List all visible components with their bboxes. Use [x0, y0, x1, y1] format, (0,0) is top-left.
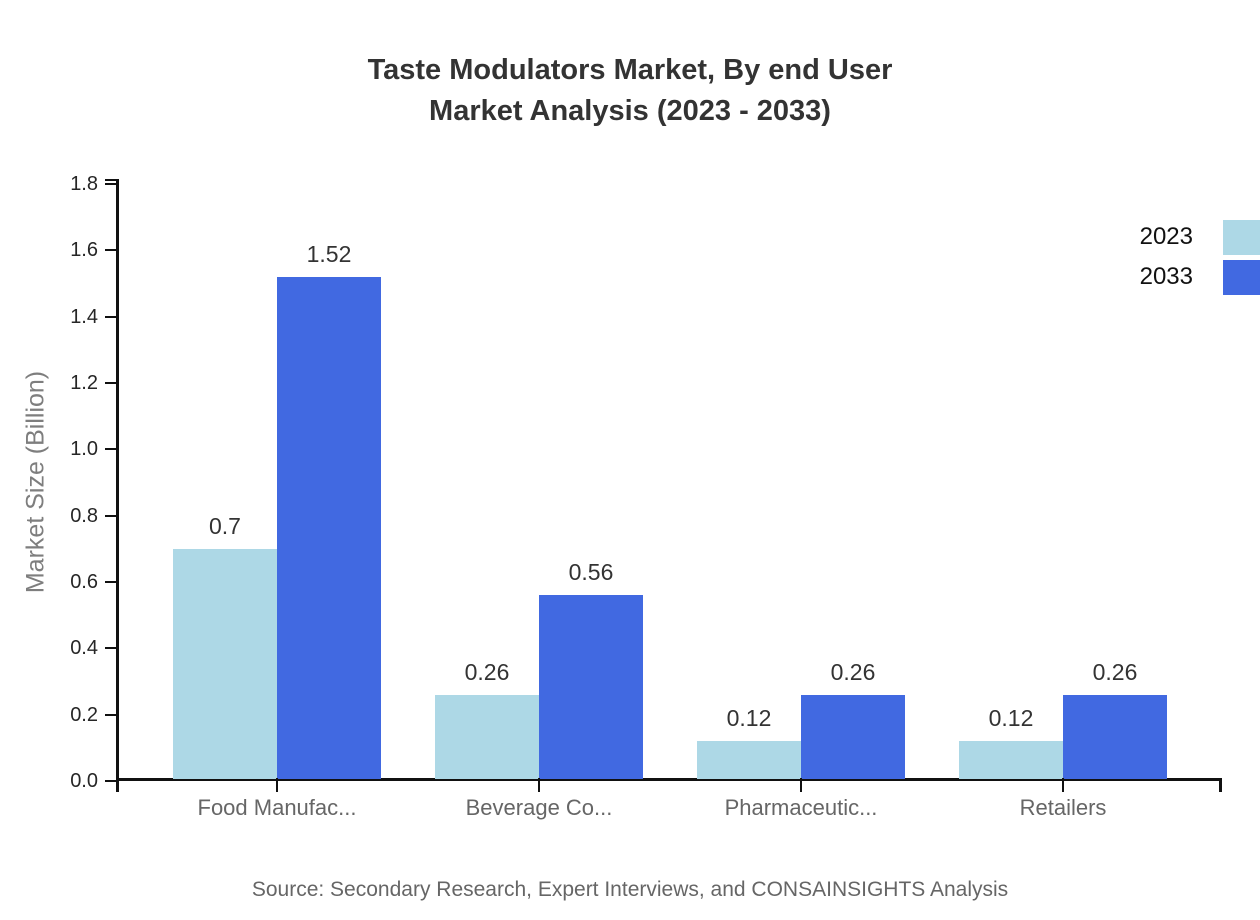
- y-tick-label: 1.2: [70, 372, 98, 394]
- x-axis-category-label: Food Manufac...: [197, 795, 357, 820]
- y-tick-label: 1.6: [70, 239, 98, 262]
- legend-swatch-2023: [1223, 219, 1260, 255]
- y-tick: [105, 581, 119, 583]
- y-tick: [105, 183, 119, 185]
- y-tick-label: 0.6: [70, 571, 98, 593]
- chart-title-line1: Taste Modulators Market, By end User: [367, 54, 893, 86]
- y-tick-label: 1.8: [70, 173, 98, 195]
- y-tick-label: 1.0: [70, 438, 98, 461]
- y-tick: [105, 315, 119, 318]
- bar-value-label: 0.26: [830, 658, 876, 685]
- y-axis-line: [116, 179, 119, 792]
- x-axis-line: [116, 778, 1222, 781]
- y-axis-end-cap: [105, 179, 119, 181]
- legend-swatch-2033: [1223, 259, 1260, 295]
- legend-label: 2023: [1139, 223, 1193, 250]
- bar-value-label: 1.52: [306, 240, 352, 267]
- legend-label: 2033: [1139, 263, 1193, 290]
- source-text: Source: Secondary Research, Expert Inter…: [251, 878, 1009, 901]
- x-axis-category-label: Retailers: [1019, 795, 1107, 820]
- y-tick: [105, 514, 119, 517]
- bar-value-label: 0.26: [1092, 658, 1138, 685]
- y-tick-label: 1.4: [70, 305, 98, 328]
- x-tick: [1062, 778, 1064, 792]
- y-tick-label: 0.8: [70, 504, 98, 527]
- bar-2033-2: [801, 694, 905, 779]
- bar-value-label: 0.56: [568, 559, 614, 586]
- legend-item-2033: 2033: [1140, 259, 1260, 295]
- y-tick: [105, 382, 119, 384]
- bar-value-label: 0.7: [209, 512, 241, 539]
- y-tick: [105, 448, 119, 451]
- y-tick: [105, 249, 119, 252]
- chart-title-line2: Market Analysis (2023 - 2033): [429, 95, 831, 127]
- x-axis-category-label: Beverage Co...: [465, 795, 613, 820]
- bar-value-label: 0.12: [988, 705, 1034, 732]
- legend-item-2023: 2023: [1140, 219, 1260, 255]
- bar-2023-2: [697, 741, 801, 779]
- chart-title: Taste Modulators Market, By end User Mar…: [0, 50, 1260, 132]
- bar-2033-0: [277, 276, 381, 779]
- x-tick: [538, 778, 540, 792]
- bar-2033-1: [539, 595, 643, 779]
- x-tick: [800, 778, 802, 792]
- bar-2023-0: [173, 548, 277, 779]
- y-tick-label: 0.2: [70, 703, 98, 726]
- x-axis-category-label: Pharmaceutic...: [724, 795, 878, 820]
- y-tick: [105, 713, 119, 716]
- y-tick-label: 0.4: [70, 637, 98, 660]
- x-axis-end-cap: [1219, 778, 1222, 792]
- y-tick: [105, 780, 119, 782]
- legend: 2023 2033: [1140, 219, 1260, 299]
- bar-value-label: 0.26: [464, 658, 510, 685]
- bar-value-label: 0.12: [726, 705, 772, 732]
- x-tick: [276, 778, 278, 792]
- bar-2033-3: [1063, 694, 1167, 779]
- y-tick: [105, 647, 119, 650]
- bar-2023-3: [959, 741, 1063, 779]
- bar-2023-1: [435, 694, 539, 779]
- y-tick-label: 0.0: [70, 770, 98, 792]
